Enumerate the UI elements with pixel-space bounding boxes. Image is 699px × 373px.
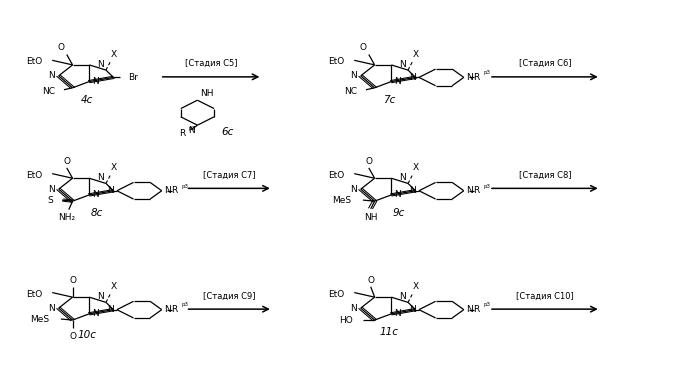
Text: R: R <box>171 186 178 195</box>
Text: N: N <box>467 73 473 82</box>
Text: X: X <box>110 50 117 59</box>
Text: N: N <box>48 71 55 80</box>
Text: N: N <box>350 71 357 80</box>
Text: N: N <box>394 190 401 200</box>
Text: N: N <box>48 185 55 194</box>
Text: [Стадия С6]: [Стадия С6] <box>519 59 571 68</box>
Text: p3: p3 <box>181 184 188 188</box>
Text: HO: HO <box>339 316 353 325</box>
Text: O: O <box>360 43 367 52</box>
Text: NH₂: NH₂ <box>58 213 75 222</box>
Text: [Стадия С8]: [Стадия С8] <box>519 171 571 180</box>
Text: EtO: EtO <box>329 57 345 66</box>
Text: N: N <box>92 77 99 86</box>
Text: N: N <box>394 309 401 318</box>
Text: [Стадия С5]: [Стадия С5] <box>185 59 238 68</box>
Text: O: O <box>69 332 76 341</box>
Text: MeS: MeS <box>332 195 351 205</box>
Text: N: N <box>97 173 104 182</box>
Text: N: N <box>350 304 357 313</box>
Text: N: N <box>92 190 99 200</box>
Text: EtO: EtO <box>26 57 43 66</box>
Text: X: X <box>412 50 419 59</box>
Text: N: N <box>48 304 55 313</box>
Text: R: R <box>179 129 185 138</box>
Text: R: R <box>473 73 480 82</box>
Text: N: N <box>350 185 357 194</box>
Text: O: O <box>366 157 373 166</box>
Text: N: N <box>399 173 406 182</box>
Text: O: O <box>367 276 374 285</box>
Text: [Стадия С7]: [Стадия С7] <box>203 171 256 180</box>
Text: 10c: 10c <box>78 330 96 340</box>
Text: 11c: 11c <box>380 327 398 337</box>
Text: N: N <box>164 186 171 195</box>
Text: S: S <box>47 195 53 205</box>
Text: N: N <box>97 60 104 69</box>
Text: X: X <box>110 282 117 291</box>
Text: N: N <box>394 77 401 86</box>
Text: R: R <box>473 305 480 314</box>
Text: X: X <box>412 163 419 172</box>
Text: N: N <box>399 60 406 69</box>
Text: [Стадия С9]: [Стадия С9] <box>203 292 256 301</box>
Text: N: N <box>108 186 114 195</box>
Text: O: O <box>57 43 64 52</box>
Text: N: N <box>97 292 104 301</box>
Text: N: N <box>92 309 99 318</box>
Text: EtO: EtO <box>26 289 43 298</box>
Text: N: N <box>467 186 473 195</box>
Text: p3: p3 <box>181 303 188 307</box>
Text: p3: p3 <box>189 126 196 131</box>
Text: NH: NH <box>200 90 214 98</box>
Text: O: O <box>69 276 76 285</box>
Text: N: N <box>410 186 416 195</box>
Text: N: N <box>108 305 114 314</box>
Text: R: R <box>171 305 178 314</box>
Text: p3: p3 <box>483 303 490 307</box>
Text: 4c: 4c <box>80 95 93 104</box>
Text: 7c: 7c <box>382 95 395 104</box>
Text: N: N <box>399 292 406 301</box>
Text: N: N <box>189 126 195 135</box>
Text: EtO: EtO <box>26 170 43 180</box>
Text: NH: NH <box>364 213 377 222</box>
Text: p3: p3 <box>483 70 490 75</box>
Text: 6c: 6c <box>222 127 234 137</box>
Text: N: N <box>410 73 416 82</box>
Text: EtO: EtO <box>329 170 345 180</box>
Text: N: N <box>467 305 473 314</box>
Text: NC: NC <box>344 87 357 97</box>
Text: EtO: EtO <box>329 289 345 298</box>
Text: Br: Br <box>129 73 138 82</box>
Text: N: N <box>410 305 416 314</box>
Text: 8c: 8c <box>90 208 103 218</box>
Text: X: X <box>412 282 419 291</box>
Text: [Стадия С10]: [Стадия С10] <box>516 292 574 301</box>
Text: N: N <box>164 305 171 314</box>
Text: 9c: 9c <box>392 208 405 218</box>
Text: p3: p3 <box>483 184 490 188</box>
Text: NC: NC <box>42 87 55 97</box>
Text: O: O <box>63 157 70 166</box>
Text: X: X <box>110 163 117 172</box>
Text: R: R <box>473 186 480 195</box>
Text: MeS: MeS <box>30 314 49 323</box>
